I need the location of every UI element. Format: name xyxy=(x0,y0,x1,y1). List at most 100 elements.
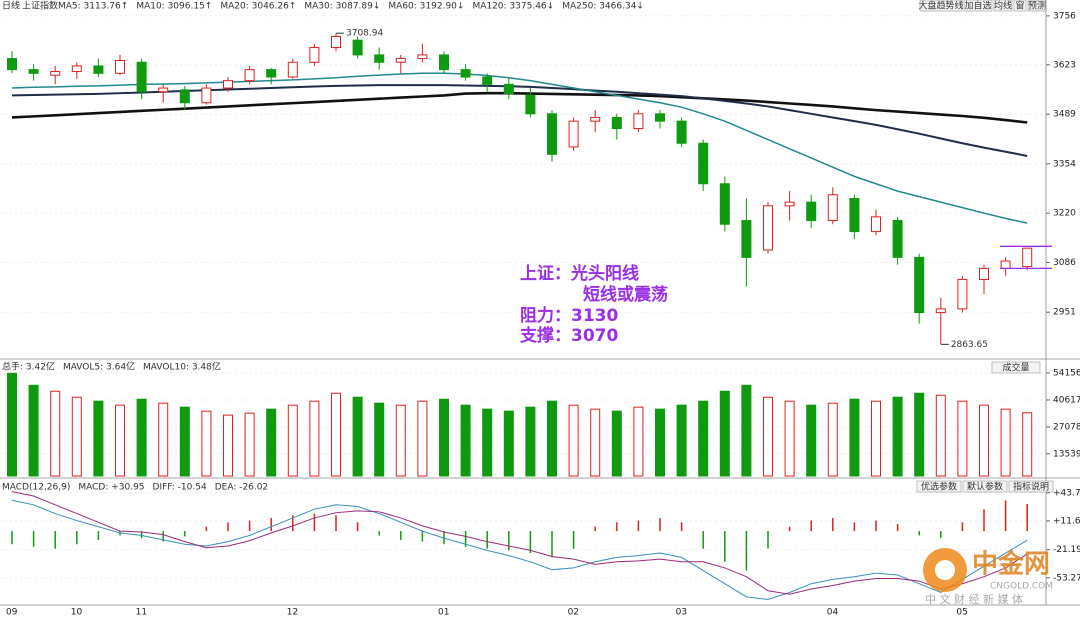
volume-bar xyxy=(719,390,730,477)
candle-body xyxy=(136,61,147,93)
button-label[interactable]: 默认参数 xyxy=(967,481,1003,493)
volume-bar xyxy=(503,410,514,477)
button[interactable] xyxy=(993,0,1013,12)
x-tick-label: 04 xyxy=(827,608,839,618)
volume-bar xyxy=(1022,412,1033,477)
volume-bar xyxy=(395,404,406,477)
watermark-site: CNGOLD.COM xyxy=(990,582,1053,592)
y-tick-label: 3489 xyxy=(1053,110,1076,120)
button-label[interactable]: 大盘趋势线 xyxy=(918,0,963,12)
level-label: 支撑： xyxy=(520,325,571,346)
candle-body xyxy=(806,201,817,222)
indicator-label: MACD(12,26,9) xyxy=(2,483,70,493)
candle-body xyxy=(698,142,709,185)
volume-bar xyxy=(115,404,125,477)
candle-body xyxy=(719,183,730,225)
ma-line xyxy=(11,491,1028,595)
watermark: 中金网 CNGOLD.COM 中 文 财 经 新 媒 体 xyxy=(923,548,1053,606)
y-tick-label: 3220 xyxy=(1053,209,1076,219)
button[interactable] xyxy=(919,0,963,12)
candle-body xyxy=(374,54,385,63)
volume-bar xyxy=(979,404,989,477)
candle-body xyxy=(158,87,169,93)
note: 上证：光头阳线 xyxy=(520,263,639,284)
volume-bar xyxy=(827,402,838,477)
volume-bar xyxy=(611,410,622,477)
indicator-label: 总手: 3.42亿 xyxy=(2,361,55,373)
y-tick-label: 2951 xyxy=(1053,308,1076,318)
volume-bar xyxy=(223,414,233,477)
volume-bar xyxy=(460,404,471,477)
candle-body xyxy=(871,216,881,233)
candle-body xyxy=(7,58,17,71)
ma-line xyxy=(11,72,1028,224)
candle-body xyxy=(525,94,536,115)
button-label[interactable]: 均线 xyxy=(994,0,1012,12)
candle-body xyxy=(439,54,449,71)
button[interactable] xyxy=(991,361,1041,374)
button-label[interactable]: 指标说明 xyxy=(1013,481,1049,493)
candle-body xyxy=(309,47,320,63)
button[interactable] xyxy=(1008,480,1054,493)
candle-body xyxy=(287,61,298,78)
volume-bar xyxy=(698,400,709,477)
volume-bar xyxy=(482,408,493,477)
button-label[interactable]: 成交量 xyxy=(1002,362,1029,374)
candle-body xyxy=(827,194,838,222)
button[interactable] xyxy=(1013,0,1027,12)
note: 短线或震荡 xyxy=(583,284,668,305)
y-tick-label: -21.19 xyxy=(1053,545,1080,555)
indicator-label: MA5: 3113.76↑ xyxy=(58,2,128,12)
indicator-label: MAVOL10: 3.48亿 xyxy=(143,361,221,373)
y-tick-label: 40617 xyxy=(1053,395,1080,405)
y-tick-label: 13539 xyxy=(1053,449,1080,459)
y-tick-label: 3623 xyxy=(1053,60,1076,70)
candle-body xyxy=(352,39,363,56)
button-label[interactable]: 窗 xyxy=(1015,0,1024,12)
volume-bar xyxy=(784,400,795,477)
indicator-label: MA60: 3192.90↓ xyxy=(388,2,464,12)
candle-body xyxy=(763,205,773,251)
volume-bar xyxy=(914,392,925,477)
candle-body xyxy=(331,36,341,49)
indicator-label: DIFF: -10.54 xyxy=(153,483,207,493)
volume-bar xyxy=(374,402,385,477)
annotation: 3708.94 xyxy=(346,29,383,39)
candle-body xyxy=(93,65,104,74)
candle-body xyxy=(50,70,61,76)
candle-body xyxy=(266,69,277,78)
indicator-label: MA10: 3096.15↑ xyxy=(136,2,212,12)
x-tick-label: 03 xyxy=(676,608,687,618)
x-tick-label: 01 xyxy=(438,608,449,618)
candle-body xyxy=(28,69,39,74)
ma-line xyxy=(11,499,1028,601)
candle-body xyxy=(741,220,752,258)
volume-bar xyxy=(892,396,903,477)
button[interactable] xyxy=(963,0,993,12)
button[interactable] xyxy=(916,480,962,493)
volume-bar xyxy=(179,406,190,477)
volume-bar xyxy=(287,404,298,477)
indicator-label: MA30: 3087.89↓ xyxy=(304,2,380,12)
y-tick-label: 27078 xyxy=(1053,422,1080,432)
button[interactable] xyxy=(1027,0,1047,12)
indicator-label: DEA: -26.02 xyxy=(215,483,269,493)
candle-body xyxy=(417,54,428,60)
candle-body xyxy=(71,65,82,72)
volume-bar xyxy=(806,404,817,477)
volume-bar xyxy=(417,400,428,477)
watermark-name: 中金网 xyxy=(972,549,1050,580)
button[interactable] xyxy=(962,480,1008,493)
volume-bar xyxy=(158,402,169,477)
y-tick-label: +11.63 xyxy=(1053,516,1080,526)
button-label[interactable]: 预测 xyxy=(1028,1,1046,12)
volume-bar xyxy=(547,400,557,477)
volume-bar xyxy=(7,372,17,477)
button-label[interactable]: 优选参数 xyxy=(921,481,957,493)
candle-body xyxy=(115,59,125,74)
level-value: 3130 xyxy=(571,306,618,326)
y-tick-label: 3756 xyxy=(1053,11,1076,21)
candle-body xyxy=(482,76,493,85)
button-label[interactable]: 加自选 xyxy=(964,0,991,12)
